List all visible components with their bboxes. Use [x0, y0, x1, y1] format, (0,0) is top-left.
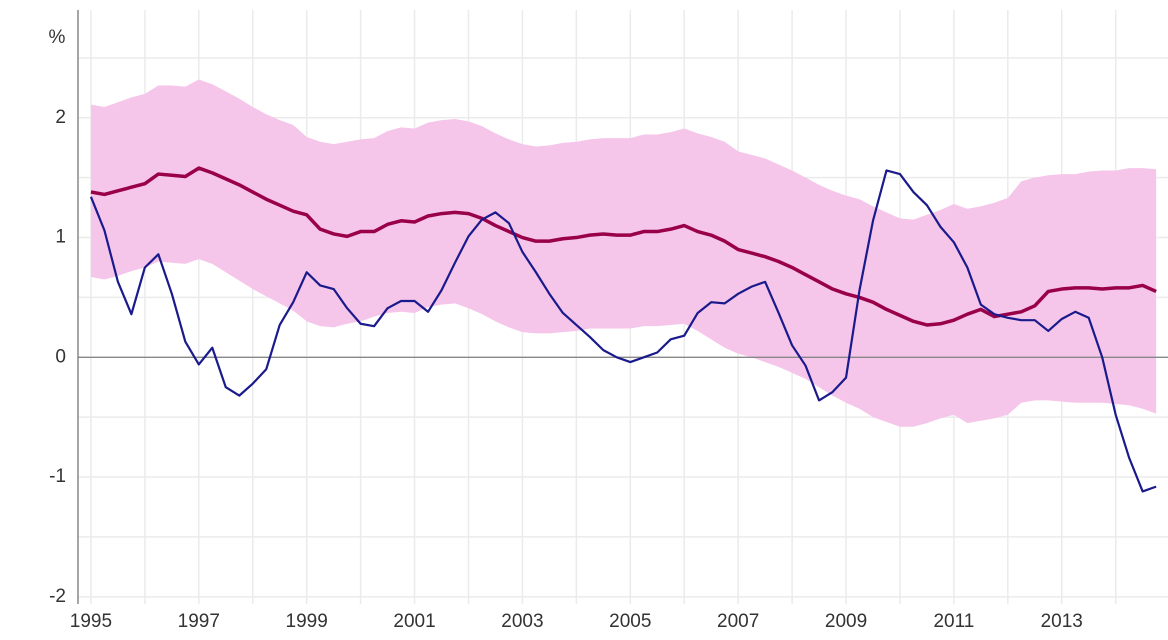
y-tick-label: -2 — [49, 586, 66, 607]
x-tick-label: 1995 — [70, 611, 112, 632]
x-tick-label: 2003 — [501, 611, 543, 632]
x-tick-label: 1997 — [178, 611, 220, 632]
y-tick-label: 0 — [55, 346, 66, 367]
y-axis-label: % — [49, 27, 66, 48]
x-tick-label: 2005 — [609, 611, 651, 632]
series-line — [89, 169, 1157, 493]
y-tick-label: 1 — [55, 227, 66, 248]
x-tick-label: 2001 — [393, 611, 435, 632]
x-tick-label: 2013 — [1041, 611, 1083, 632]
x-tick-label: 1999 — [286, 611, 328, 632]
x-tick-label: 2007 — [717, 611, 759, 632]
confidence-band — [90, 79, 1157, 427]
y-tick-label: -1 — [49, 466, 66, 487]
series-line — [90, 166, 1157, 327]
y-tick-label: 2 — [55, 107, 66, 128]
x-tick-label: 2011 — [933, 611, 974, 632]
x-tick-label: 2009 — [825, 611, 867, 632]
